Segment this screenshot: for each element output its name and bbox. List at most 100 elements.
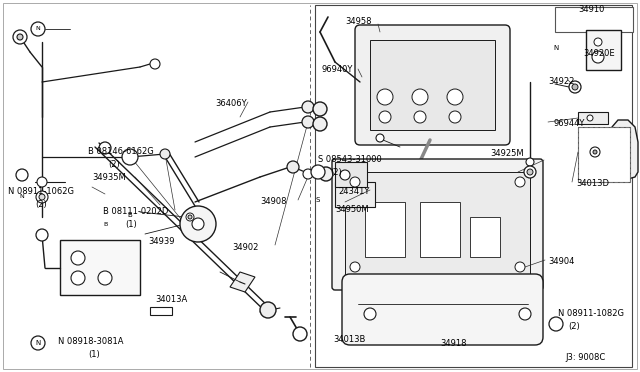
Bar [335,162,367,187]
Text: 34939: 34939 [148,237,175,247]
FancyBboxPatch shape [355,25,510,145]
Bar [420,202,460,257]
Bar [365,202,405,257]
Text: B: B [103,221,107,227]
Circle shape [37,177,47,187]
Text: (1): (1) [125,219,137,228]
Circle shape [180,206,216,242]
Text: B 08111-0202D: B 08111-0202D [103,208,168,217]
Circle shape [364,308,376,320]
Circle shape [71,271,85,285]
Circle shape [98,271,112,285]
Circle shape [122,149,138,165]
Circle shape [590,147,600,157]
Circle shape [376,134,384,142]
Polygon shape [230,272,255,292]
Text: 34013B: 34013B [333,334,365,343]
Bar [555,27,630,352]
Text: N: N [20,195,24,199]
Circle shape [31,22,45,36]
Circle shape [36,191,48,203]
Bar [150,307,172,315]
Text: 96940Y: 96940Y [322,65,353,74]
Circle shape [313,117,327,131]
Bar [586,30,621,70]
Text: N: N [36,26,40,32]
Text: N 08911-1062G: N 08911-1062G [8,187,74,196]
Circle shape [71,251,85,265]
Circle shape [350,262,360,272]
Circle shape [414,111,426,123]
Text: S: S [316,197,320,203]
Text: J3: 9008C: J3: 9008C [565,353,605,362]
Circle shape [572,84,578,90]
Text: 34920E: 34920E [583,49,614,58]
Bar [315,5,632,367]
Bar [578,127,630,182]
Text: N 08918-3081A: N 08918-3081A [58,337,124,346]
Circle shape [260,302,276,318]
Text: 34958: 34958 [345,17,371,26]
Circle shape [587,115,593,121]
Text: N 08911-1082G: N 08911-1082G [558,310,624,318]
FancyBboxPatch shape [332,159,543,290]
Circle shape [186,213,194,221]
Circle shape [412,89,428,105]
Bar [470,217,500,257]
Text: 34013D: 34013D [576,180,609,189]
Text: (2): (2) [568,321,580,330]
Circle shape [302,116,314,128]
Text: (2): (2) [35,199,47,208]
Text: (2): (2) [330,167,342,176]
Circle shape [515,262,525,272]
Text: 34922: 34922 [548,77,574,87]
Text: S 08543-31000: S 08543-31000 [318,155,381,164]
Circle shape [592,51,604,63]
Circle shape [302,101,314,113]
Text: 96944Y: 96944Y [554,119,586,128]
Bar [555,7,633,32]
Circle shape [99,142,111,154]
Circle shape [569,81,581,93]
Circle shape [39,194,45,200]
Bar [345,172,530,277]
Circle shape [519,308,531,320]
Circle shape [287,161,299,173]
Circle shape [527,169,533,175]
Text: 34950M: 34950M [335,205,369,215]
Circle shape [293,327,307,341]
Circle shape [303,169,313,179]
Circle shape [350,177,360,187]
Text: 34904: 34904 [548,257,574,266]
Bar [555,27,630,352]
Text: 34902: 34902 [232,243,259,251]
Text: N: N [554,45,559,51]
Circle shape [311,165,325,179]
Circle shape [379,111,391,123]
Text: B: B [127,212,132,218]
Circle shape [319,167,333,181]
Circle shape [150,59,160,69]
Circle shape [449,111,461,123]
Text: N: N [35,340,40,346]
Text: 34908: 34908 [260,198,287,206]
Circle shape [313,102,327,116]
Text: (2): (2) [108,160,120,169]
Text: 34925M: 34925M [490,150,524,158]
Text: 24341Y: 24341Y [338,187,369,196]
Text: 34013A: 34013A [155,295,188,305]
Text: 34935M: 34935M [92,173,125,182]
Circle shape [340,170,350,180]
Text: B 08146-6162G: B 08146-6162G [88,148,154,157]
Circle shape [36,229,48,241]
Circle shape [160,149,170,159]
Circle shape [524,166,536,178]
Circle shape [593,150,597,154]
Circle shape [515,177,525,187]
Circle shape [13,30,27,44]
Polygon shape [610,120,638,179]
Text: 36406Y: 36406Y [215,99,246,109]
Text: 34910: 34910 [578,6,604,15]
Bar [60,240,140,295]
Text: (1): (1) [88,350,100,359]
